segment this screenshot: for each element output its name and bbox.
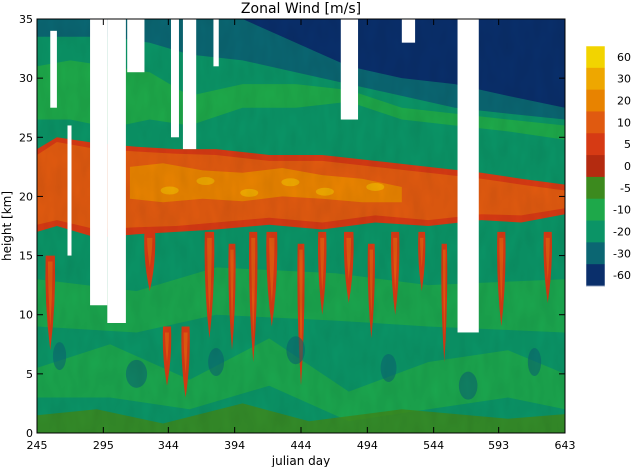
colorbar-swatch [586,46,605,69]
y-tick-label: 25 [19,131,33,144]
x-tick-label: 593 [488,439,509,452]
x-axis-label: julian day [271,454,330,467]
colorbar-swatch [586,89,605,112]
plot-area [37,19,565,433]
colorbar-label: 20 [617,95,631,108]
colorbar-swatch [586,155,605,178]
y-tick-label: 35 [19,13,33,26]
colorbar-swatch [586,176,605,200]
colorbar-label: -30 [613,247,631,260]
colorbar: 60 30 20 10 5 0 -5 -10 -20 -30 -60 [585,45,631,287]
missing-region-10 [457,19,479,333]
x-tick-label: 394 [224,439,245,452]
y-tick-label: 20 [19,190,33,203]
colorbar-label: 30 [617,73,631,86]
colorbar-label: -5 [620,182,631,195]
colorbar-label: 5 [624,138,631,151]
missing-region-6 [67,125,72,256]
colorbar-label: -20 [613,225,631,238]
colorbar-label: 0 [624,160,631,173]
x-tick-label: 494 [357,439,378,452]
x-tick-label: 444 [291,439,312,452]
missing-data [50,19,479,333]
y-tick-label: 15 [19,250,33,263]
y-tick-label: 10 [19,309,33,322]
missing-region-0 [50,30,57,108]
x-tick-label: 245 [27,439,48,452]
y-tick-label: 5 [26,368,33,381]
x-tick-label: 643 [555,439,576,452]
missing-region-1 [90,19,108,306]
colorbar-frame [585,45,606,287]
missing-region-2 [107,19,126,323]
colorbar-swatch [586,220,605,243]
missing-region-8 [340,19,359,120]
x-tick-label: 344 [158,439,179,452]
colorbar-label: 10 [617,116,631,129]
y-axis-label: height [km] [0,191,14,261]
missing-region-3 [127,19,145,73]
y-tick-label: 30 [19,72,33,85]
colorbar-swatch [586,242,605,265]
missing-region-4 [170,19,179,138]
colorbar-label: -60 [613,269,631,282]
y-axis: 0 5 10 15 20 25 30 35 [19,13,565,440]
colorbar-label: 60 [617,51,631,64]
colorbar-swatch [586,67,605,91]
y-tick-label: 0 [26,427,33,440]
x-axis: 245 295 344 394 444 494 544 593 643 [27,19,576,452]
missing-region-5 [182,19,197,150]
colorbar-swatch [586,264,605,287]
chart-title: Zonal Wind [m/s] [241,1,361,17]
colorbar-swatch [586,111,605,134]
colorbar-swatch [586,133,605,156]
missing-region-9 [401,19,416,43]
x-tick-label: 544 [423,439,444,452]
colorbar-swatch [586,198,605,221]
x-tick-label: 295 [93,439,114,452]
colorbar-label: -10 [613,204,631,217]
missing-region-7 [213,19,219,67]
